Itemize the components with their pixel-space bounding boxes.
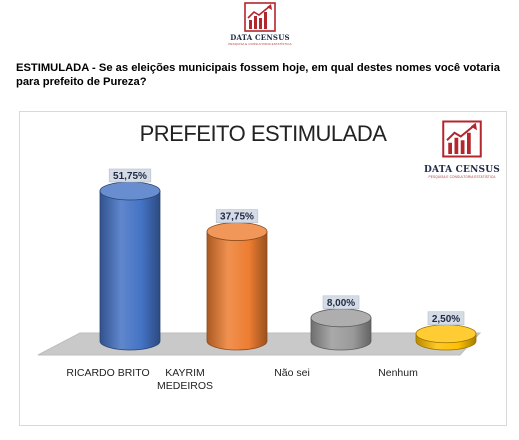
category-label-2: Não sei bbox=[274, 367, 310, 379]
data-label-0: 51,75% bbox=[113, 171, 147, 182]
chart-brand-name: DATA CENSUS bbox=[424, 165, 500, 175]
category-label-1: MEDEIROS bbox=[157, 380, 213, 392]
data-label-2: 8,00% bbox=[327, 298, 355, 309]
chart-container: 51,75% 37,75% 8,00% 2,50% RICARDO BRITO KAYRI… bbox=[19, 111, 507, 426]
logo-icon bbox=[244, 2, 276, 32]
question-text: ESTIMULADA - Se as eleições municipais f… bbox=[16, 62, 500, 88]
category-label-3: Nenhum bbox=[378, 367, 418, 379]
chart-brand-tagline: PESQUISA E CONSULTORIA ESTATÍSTICA bbox=[428, 175, 496, 179]
data-label-bg-1 bbox=[215, 209, 259, 223]
data-label-bg-2 bbox=[322, 295, 360, 310]
data-label-bg-3 bbox=[427, 311, 465, 326]
chart-canvas: 51,75% 37,75% 8,00% 2,50% RICARDO BRITO KAYRI… bbox=[37, 168, 482, 392]
category-label-1: KAYRIM bbox=[165, 367, 204, 379]
header-logo: DATA CENSUS PESQUISA E CONSULTORIA ESTAT… bbox=[226, 2, 294, 54]
category-label-0: RICARDO BRITO bbox=[66, 367, 149, 379]
logo-icon bbox=[442, 120, 482, 158]
bar-top-0 bbox=[99, 181, 161, 201]
data-label-3: 2,50% bbox=[432, 314, 460, 325]
bar-top-1 bbox=[206, 222, 268, 241]
chart-logo: DATA CENSUS PESQUISA E CONSULTORIA ESTAT… bbox=[422, 120, 502, 179]
bar-top-2 bbox=[310, 308, 372, 328]
data-label-bg-0 bbox=[108, 168, 152, 183]
bar-0 bbox=[99, 190, 161, 351]
chart-title: PREFEITO ESTIMULADA bbox=[139, 121, 387, 146]
brand-tagline: PESQUISA E CONSULTORIA ESTATÍSTICA bbox=[228, 42, 292, 46]
brand-name: DATA CENSUS bbox=[230, 33, 290, 42]
bar-1 bbox=[206, 231, 268, 351]
bar-top-3 bbox=[415, 324, 477, 344]
data-label-1: 37,75% bbox=[220, 212, 254, 223]
